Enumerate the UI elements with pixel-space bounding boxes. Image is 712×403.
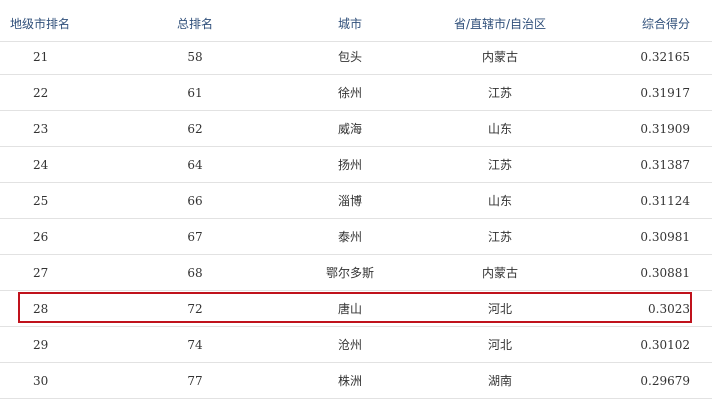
province-cell: 湖南 — [487, 374, 512, 388]
table-row: 21 58 包头 内蒙古 0.32165 — [0, 39, 712, 75]
total-rank-cell: 77 — [187, 374, 203, 388]
city-cell: 唐山 — [337, 302, 362, 316]
table-row: 26 67 泰州 江苏 0.30981 — [0, 219, 712, 255]
rank-cell: 30 — [33, 374, 49, 388]
province-cell: 江苏 — [487, 158, 512, 172]
city-cell: 淄博 — [337, 194, 362, 208]
table-row: 25 66 淄博 山东 0.31124 — [0, 183, 712, 219]
header-score: 综合得分 — [641, 17, 690, 31]
table-row: 22 61 徐州 江苏 0.31917 — [0, 75, 712, 111]
total-rank-cell: 64 — [187, 158, 203, 172]
header-total-rank: 总排名 — [176, 17, 213, 31]
header-city: 城市 — [337, 17, 362, 31]
score-cell: 0.31917 — [640, 86, 690, 100]
city-cell: 徐州 — [337, 86, 362, 100]
score-cell: 0.31124 — [640, 194, 690, 208]
province-cell: 内蒙古 — [481, 266, 518, 280]
city-cell: 株洲 — [337, 374, 362, 388]
province-cell: 河北 — [487, 338, 512, 352]
rank-cell: 25 — [33, 194, 49, 208]
score-cell: 0.31387 — [640, 158, 690, 172]
score-cell: 0.31909 — [640, 122, 690, 136]
header-province: 省/直辖市/自治区 — [453, 17, 547, 31]
total-rank-cell: 66 — [187, 194, 203, 208]
total-rank-cell: 67 — [187, 230, 203, 244]
city-cell: 沧州 — [337, 338, 362, 352]
rank-cell: 27 — [33, 266, 49, 280]
table-header: 地级市排名 总排名 城市 省/直辖市/自治区 综合得分 — [0, 6, 712, 42]
score-cell: 0.3023 — [648, 302, 690, 316]
table-row: 24 64 扬州 江苏 0.31387 — [0, 147, 712, 183]
table-row: 27 68 鄂尔多斯 内蒙古 0.30881 — [0, 255, 712, 291]
city-cell: 威海 — [337, 122, 362, 136]
rank-cell: 29 — [33, 338, 49, 352]
rank-cell: 21 — [33, 50, 49, 64]
rank-cell: 22 — [33, 86, 49, 100]
score-cell: 0.30881 — [640, 266, 690, 280]
score-cell: 0.30102 — [640, 338, 690, 352]
rank-cell: 28 — [33, 302, 49, 316]
rank-cell: 26 — [33, 230, 49, 244]
province-cell: 江苏 — [487, 86, 512, 100]
city-cell: 扬州 — [337, 158, 362, 172]
rank-cell: 23 — [33, 122, 49, 136]
province-cell: 江苏 — [487, 230, 512, 244]
total-rank-cell: 58 — [187, 50, 203, 64]
total-rank-cell: 68 — [187, 266, 203, 280]
total-rank-cell: 62 — [187, 122, 203, 136]
city-cell: 包头 — [337, 50, 362, 64]
rank-cell: 24 — [33, 158, 49, 172]
province-cell: 内蒙古 — [481, 50, 518, 64]
province-cell: 河北 — [487, 302, 512, 316]
table-row: 28 72 唐山 河北 0.3023 — [0, 291, 712, 327]
province-cell: 山东 — [487, 194, 512, 208]
score-cell: 0.30981 — [640, 230, 690, 244]
header-rank: 地级市排名 — [10, 17, 71, 31]
table-row: 30 77 株洲 湖南 0.29679 — [0, 363, 712, 399]
total-rank-cell: 72 — [187, 302, 203, 316]
score-cell: 0.32165 — [640, 50, 690, 64]
score-cell: 0.29679 — [640, 374, 690, 388]
table-row: 29 74 沧州 河北 0.30102 — [0, 327, 712, 363]
total-rank-cell: 74 — [187, 338, 203, 352]
province-cell: 山东 — [487, 122, 512, 136]
city-cell: 泰州 — [337, 230, 362, 244]
table-row: 23 62 威海 山东 0.31909 — [0, 111, 712, 147]
city-cell: 鄂尔多斯 — [325, 266, 374, 280]
total-rank-cell: 61 — [187, 86, 203, 100]
